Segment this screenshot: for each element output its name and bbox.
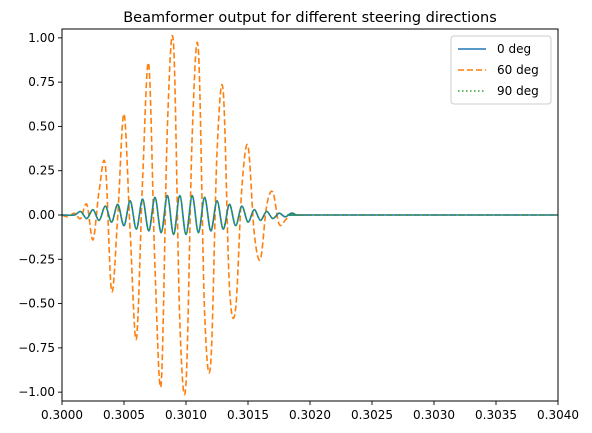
x-tick-label: 0.3010 — [165, 408, 207, 422]
y-tick-label: 0.25 — [28, 164, 55, 178]
x-tick-label: 0.3040 — [537, 408, 579, 422]
y-tick-label: 0.00 — [28, 208, 55, 222]
x-tick-label: 0.3015 — [227, 408, 269, 422]
y-tick-label: 0.50 — [28, 119, 55, 133]
y-axis: 1.00 0.75 0.50 0.25 0.00 −0.25 −0.50 −0.75 −1.00 — [18, 31, 62, 399]
x-tick-label: 0.3025 — [351, 408, 393, 422]
x-tick-label: 0.3020 — [289, 408, 331, 422]
y-tick-label: −0.50 — [18, 297, 55, 311]
series-line-2 — [62, 194, 558, 236]
y-tick-label: −0.75 — [18, 341, 55, 355]
legend: 0 deg 60 deg 90 deg — [450, 35, 552, 105]
y-tick-label: 1.00 — [28, 31, 55, 45]
legend-box — [450, 35, 552, 105]
series-line-1 — [62, 34, 558, 396]
legend-label: 60 deg — [497, 63, 539, 77]
series-line-0 — [62, 194, 558, 236]
legend-label: 90 deg — [497, 84, 539, 98]
x-tick-label: 0.3030 — [413, 408, 455, 422]
y-tick-label: −0.25 — [18, 252, 55, 266]
y-tick-label: −1.00 — [18, 385, 55, 399]
y-tick-label: 0.75 — [28, 75, 55, 89]
x-tick-label: 0.3000 — [41, 408, 83, 422]
plot-series — [62, 34, 558, 396]
x-tick-label: 0.3005 — [103, 408, 145, 422]
chart-title: Beamformer output for different steering… — [123, 10, 497, 26]
legend-label: 0 deg — [497, 42, 531, 56]
x-axis: 0.3000 0.3005 0.3010 0.3015 0.3020 0.3025 0.30… — [41, 401, 579, 422]
x-tick-label: 0.3035 — [475, 408, 517, 422]
